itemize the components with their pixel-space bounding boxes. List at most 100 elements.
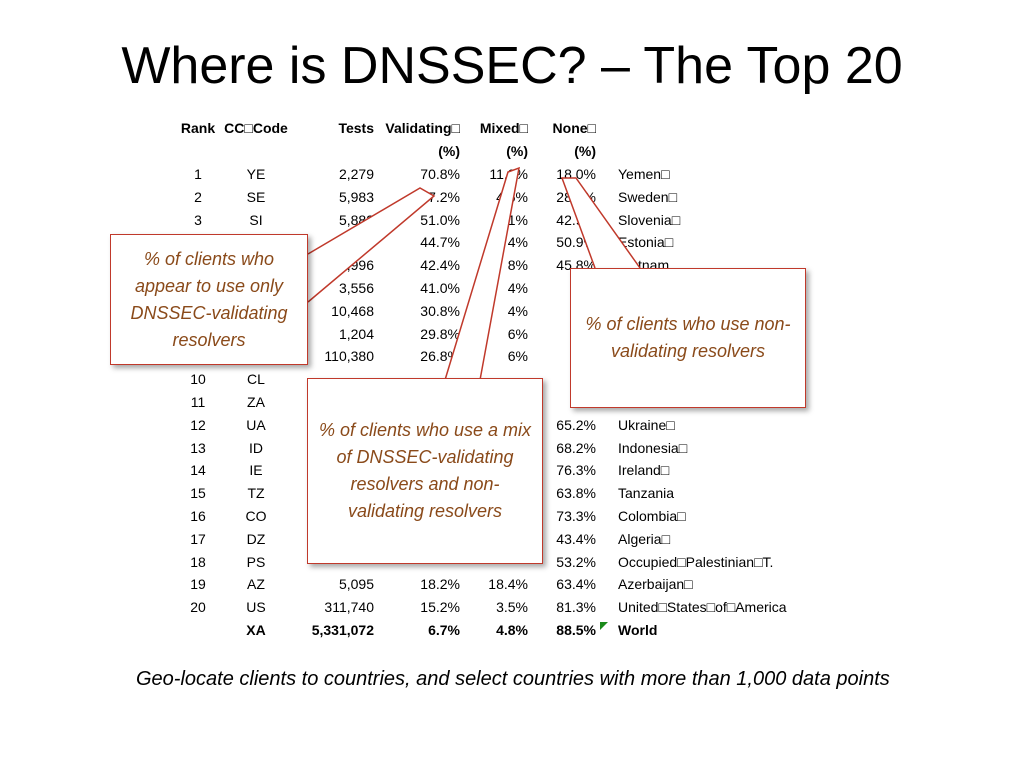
header-rank: Rank xyxy=(180,120,216,136)
table-cell-rank: 17 xyxy=(190,530,206,547)
table-cell-validating: 70.8% xyxy=(420,166,460,182)
table-cell-mixed: 4% xyxy=(507,302,528,319)
table-cell-mixed: 8% xyxy=(507,257,528,274)
total-cell-validating: 6.7% xyxy=(428,622,460,638)
slide-title: Where is DNSSEC? – The Top 20 xyxy=(121,37,903,95)
table-cell-mixed: 4% xyxy=(507,280,528,296)
table-cell-none: 28.1% xyxy=(556,188,596,205)
table-cell-rank: 19 xyxy=(190,576,206,593)
callout-mixed-text: % of clients who use a mix of DNSSEC-val… xyxy=(318,420,532,521)
table-cell-validating: 30.8% xyxy=(420,302,460,319)
table-cell-tests: 10,468 xyxy=(331,302,374,319)
table-cell-validating: 26.8% xyxy=(420,348,460,365)
table-cell-name: Ukraine□ xyxy=(618,416,675,433)
table-cell-cc: YE xyxy=(246,166,266,182)
total-cell-cc: XA xyxy=(246,622,266,638)
table-cell-cc: CO xyxy=(245,508,267,524)
table-cell-validating: 18.2% xyxy=(420,576,460,593)
table-cell-validating: 51.0% xyxy=(420,211,460,228)
table-cell-none: 53.2% xyxy=(556,553,596,570)
table-cell-validating: 42.4% xyxy=(420,257,460,274)
callout-validating: % of clients who appear to use only DNSS… xyxy=(110,234,308,365)
table-cell-cc: SI xyxy=(249,211,263,228)
table-cell-cc: CL xyxy=(247,371,265,388)
table-cell-tests: 2,279 xyxy=(338,166,374,182)
table-cell-none: 18.0% xyxy=(556,166,596,182)
callout-none-text: % of clients who use non-validating reso… xyxy=(585,314,791,361)
callout-mixed: % of clients who use a mix of DNSSEC-val… xyxy=(307,378,543,564)
total-cell-none: 88.5% xyxy=(556,622,596,638)
table-cell-tests: 5,095 xyxy=(338,576,374,593)
table-cell-none: 42.9% xyxy=(556,211,596,228)
table-cell-rank: 1 xyxy=(194,166,202,182)
table-cell-validating: 67.2% xyxy=(420,188,460,205)
table-cell-cc: PS xyxy=(246,553,266,570)
total-cell-tests: 5,331,072 xyxy=(311,622,374,638)
table-cell-name: Estonia□ xyxy=(618,234,674,251)
header-none: None□ xyxy=(552,120,596,136)
table-cell-name: Azerbaijan□ xyxy=(618,576,693,593)
table-cell-tests: 5,883 xyxy=(338,211,374,228)
table-cell-rank: 15 xyxy=(190,485,206,502)
table-cell-none: 63.4% xyxy=(556,576,596,593)
error-flag-icon xyxy=(600,622,608,630)
table-cell-tests: 110,380 xyxy=(324,348,374,365)
table-cell-validating: 41.0% xyxy=(420,280,460,296)
table-cell-cc: ZA xyxy=(247,394,265,410)
table-cell-rank: 18 xyxy=(190,553,206,570)
table-cell-rank: 10 xyxy=(190,371,206,388)
callout-validating-text: % of clients who appear to use only DNSS… xyxy=(130,248,288,350)
table-cell-mixed: 11.2% xyxy=(489,166,528,182)
table-cell-cc: TZ xyxy=(247,485,265,502)
callout-none: % of clients who use non-validating reso… xyxy=(570,268,806,408)
table-cell-rank: 12 xyxy=(190,416,206,433)
table-cell-name: Yemen□ xyxy=(618,166,670,182)
table-cell-mixed: 4.6% xyxy=(496,188,528,205)
table-cell-tests: 5,983 xyxy=(338,188,374,205)
table-cell-none: 43.4% xyxy=(556,530,596,547)
table-cell-none: 65.2% xyxy=(556,416,596,433)
table-cell-name: Ireland□ xyxy=(618,462,670,479)
table-cell-rank: 11 xyxy=(190,394,206,410)
header-cc-code: CC□Code xyxy=(224,120,288,136)
table-cell-cc: US xyxy=(246,599,266,616)
table-cell-cc: SE xyxy=(246,188,266,205)
table-cell-mixed: 18.4% xyxy=(488,576,528,593)
table-cell-mixed: 6% xyxy=(507,348,528,365)
table-cell-none: 81.3% xyxy=(556,599,596,616)
table-cell-rank: 14 xyxy=(190,462,206,479)
table-cell-name: Sweden□ xyxy=(618,188,678,205)
table-cell-rank: 2 xyxy=(194,188,202,205)
total-cell-mixed: 4.8% xyxy=(496,622,528,638)
table-cell-rank: 20 xyxy=(190,599,206,616)
table-cell-name: Indonesia□ xyxy=(618,439,688,456)
header-tests: Tests xyxy=(338,120,374,136)
table-cell-name: Algeria□ xyxy=(618,530,671,547)
table-cell-name: Occupied□Palestinian□T. xyxy=(618,553,774,570)
table-cell-name: United□States□of□America xyxy=(618,599,787,616)
header-validating-unit: (%) xyxy=(438,143,460,159)
header-mixed-unit: (%) xyxy=(506,143,528,159)
table-cell-name: Tanzania xyxy=(618,485,675,502)
total-cell-name: World xyxy=(618,622,658,638)
table-cell-validating: 29.8% xyxy=(420,325,460,342)
total-cell-rank xyxy=(166,619,230,641)
table-cell-name: Slovenia□ xyxy=(618,211,681,228)
table-cell-name: Colombia□ xyxy=(618,508,686,524)
header-none-unit: (%) xyxy=(574,143,596,159)
table-cell-tests: 1,204 xyxy=(338,325,374,342)
table-cell-rank: 16 xyxy=(190,508,206,524)
header-mixed: Mixed□ xyxy=(479,120,528,136)
footnote: Geo-locate clients to countries, and sel… xyxy=(136,668,890,690)
table-cell-validating: 15.2% xyxy=(420,599,460,616)
table-cell-validating: 44.7% xyxy=(420,234,460,251)
table-cell-none: 76.3% xyxy=(556,462,596,479)
table-cell-rank: 13 xyxy=(190,439,206,456)
table-cell-none: 50.9% xyxy=(556,234,596,251)
table-cell-mixed: 4% xyxy=(507,234,528,251)
table-cell-cc: AZ xyxy=(247,576,265,593)
table-cell-cc: ID xyxy=(249,439,263,456)
table-cell-cc: UA xyxy=(246,416,266,433)
